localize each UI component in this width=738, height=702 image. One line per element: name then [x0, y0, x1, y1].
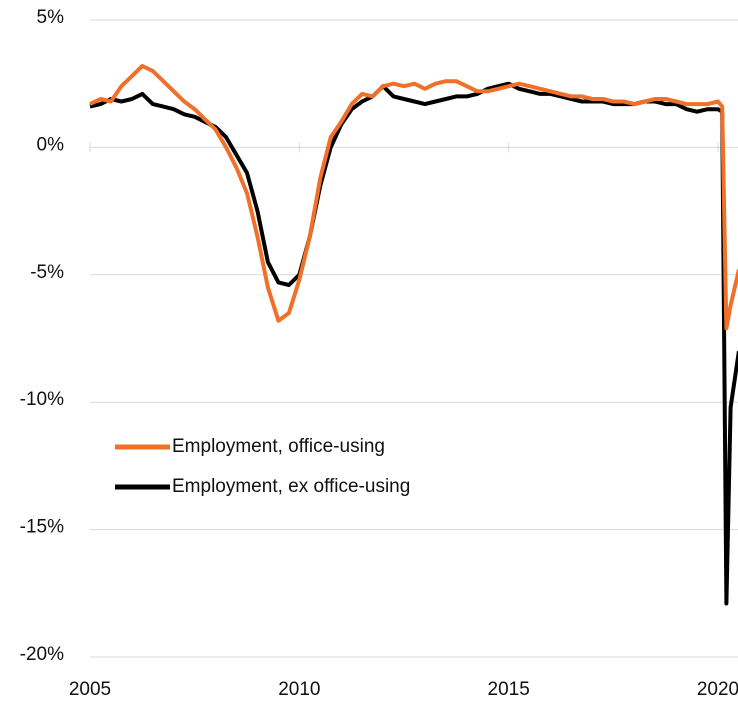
y-tick-label: -20%: [20, 644, 64, 665]
legend-label: Employment, ex office-using: [172, 476, 410, 497]
series-line: [89, 81, 738, 606]
legend-label: Employment, office-using: [172, 436, 385, 457]
y-tick-label: 0%: [37, 134, 65, 155]
y-tick-label: -10%: [20, 389, 64, 410]
x-tick-label: 2015: [488, 679, 530, 700]
y-tick-label: -15%: [20, 517, 64, 538]
series-line: [89, 63, 738, 331]
y-tick-label: -5%: [30, 262, 64, 283]
x-tick-label: 2010: [278, 679, 320, 700]
x-tick-label: 2005: [69, 679, 111, 700]
x-tick-label: 2020: [697, 679, 738, 700]
y-tick-label: 5%: [37, 7, 65, 28]
